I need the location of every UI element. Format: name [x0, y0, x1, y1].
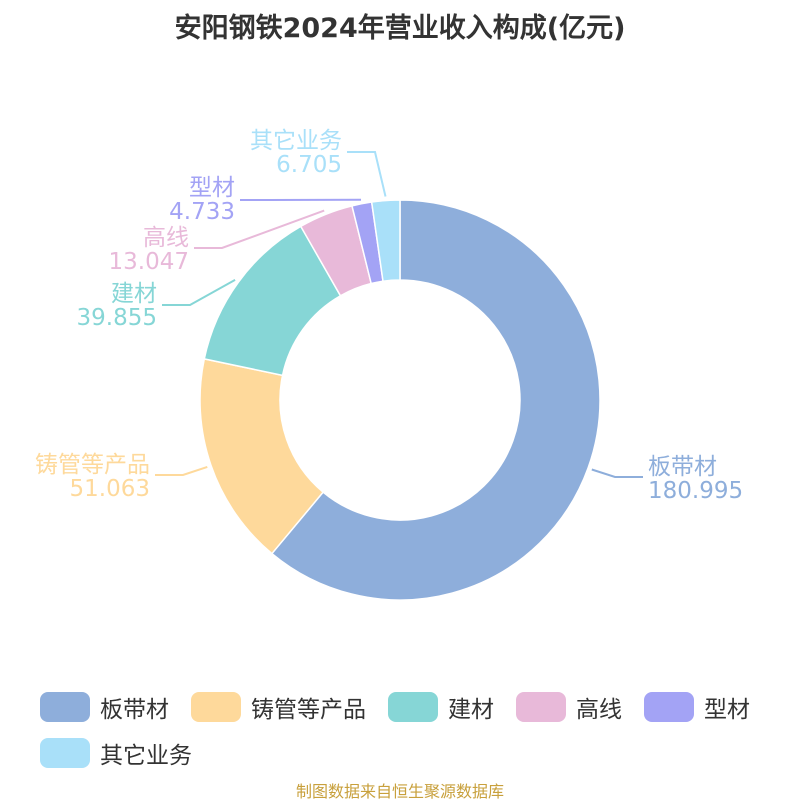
legend-label: 铸管等产品: [251, 690, 366, 724]
legend-item-6[interactable]: 其它业务: [40, 730, 192, 776]
slice-label-3: 建材: [111, 281, 157, 307]
legend-label: 型材: [704, 690, 750, 724]
slice-label-6: 其它业务: [250, 128, 342, 154]
legend-item-1[interactable]: 板带材: [40, 684, 169, 730]
legend-item-3[interactable]: 建材: [388, 684, 494, 730]
slice-value-2: 51.063: [70, 476, 150, 502]
leader-line-6: [347, 152, 386, 197]
legend-label: 建材: [448, 690, 494, 724]
slice-value-6: 6.705: [276, 152, 342, 178]
slice-label-5: 型材: [189, 175, 235, 201]
slice-value-4: 13.047: [109, 249, 189, 275]
legend-swatch: [40, 738, 90, 768]
slice-label-1: 板带材: [648, 454, 717, 480]
leader-line-1: [592, 469, 643, 477]
leader-line-3: [162, 280, 235, 305]
slice-value-3: 39.855: [77, 305, 157, 331]
slice-value-1: 180.995: [648, 478, 743, 504]
slice-label-2: 铸管等产品: [35, 452, 150, 478]
source-note: 制图数据来自恒生聚源数据库: [0, 778, 800, 802]
legend-swatch: [40, 692, 90, 722]
legend-label: 高线: [576, 690, 622, 724]
slice-label-4: 高线: [143, 225, 189, 251]
slice-value-5: 4.733: [169, 199, 235, 225]
legend-swatch: [516, 692, 566, 722]
legend-label: 其它业务: [100, 736, 192, 770]
legend-item-5[interactable]: 型材: [644, 684, 750, 730]
legend-label: 板带材: [100, 690, 169, 724]
legend-item-2[interactable]: 铸管等产品: [191, 684, 366, 730]
legend-swatch: [388, 692, 438, 722]
leader-line-2: [155, 467, 207, 475]
legend: 板带材 铸管等产品 建材 高线 型材其它业务: [40, 684, 780, 776]
legend-item-4[interactable]: 高线: [516, 684, 622, 730]
legend-swatch: [191, 692, 241, 722]
legend-swatch: [644, 692, 694, 722]
